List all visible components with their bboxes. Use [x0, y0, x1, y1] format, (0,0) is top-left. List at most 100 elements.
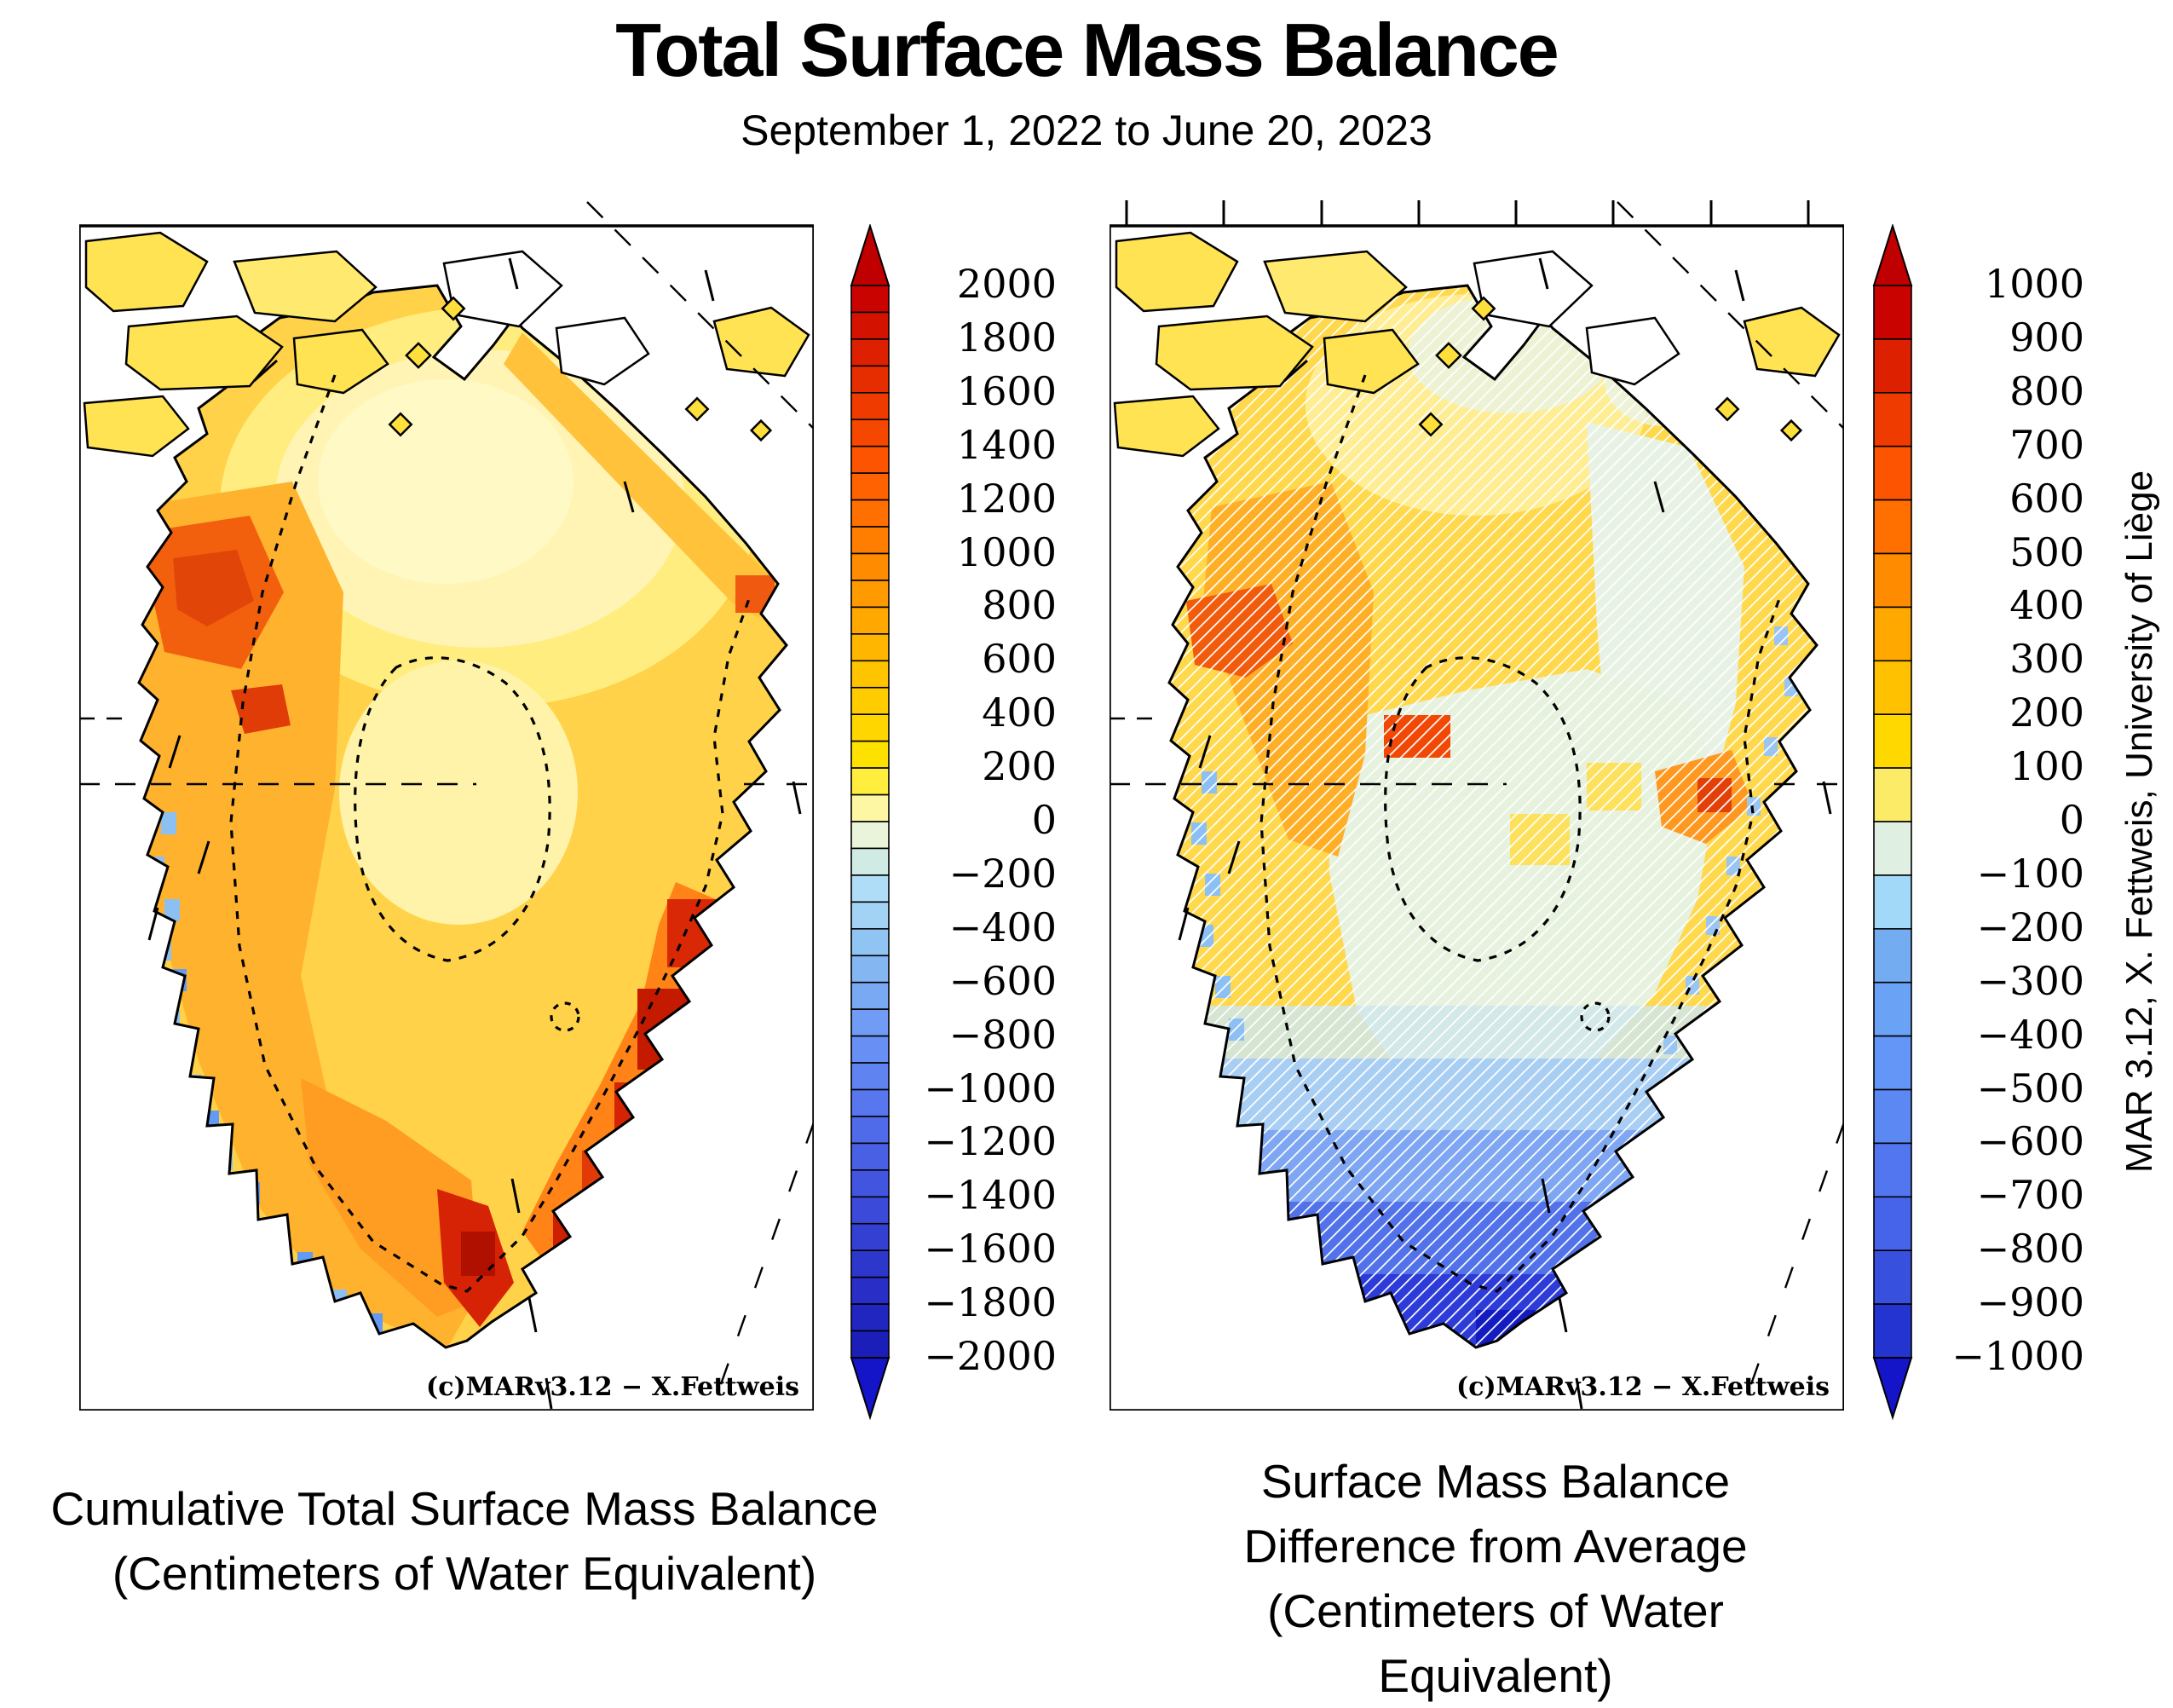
colorbar-segment — [850, 1035, 890, 1064]
colorbar-tick-label: 400 — [2009, 582, 2084, 629]
colorbar-segment — [1873, 606, 1912, 662]
colorbar-cumulative — [850, 224, 891, 1421]
colorbar-tick-label: −1000 — [1951, 1333, 2084, 1380]
colorbar-segment — [850, 1303, 890, 1332]
colorbar-segment — [850, 1142, 890, 1171]
map-frame — [79, 224, 814, 1411]
map-cumulative-smb: (c)MARv3.12 − X.Fettweis — [79, 200, 814, 1411]
caption-line: (Centimeters of Water Equivalent) — [1267, 1584, 1724, 1702]
colorbar-tick-label: −700 — [1976, 1172, 2084, 1219]
colorbar-tick-label: −1200 — [924, 1118, 1057, 1165]
colorbar-segment — [1873, 981, 1912, 1037]
colorbar-segment — [850, 981, 890, 1010]
colorbar-tick-label: −400 — [948, 903, 1057, 950]
colorbar-segment — [850, 1116, 890, 1145]
colorbar-tick-label: 1200 — [956, 475, 1057, 522]
colorbar-segment — [1873, 821, 1912, 876]
colorbar-tick-label: 800 — [982, 582, 1057, 629]
colorbar-tick-label: 1600 — [956, 367, 1057, 414]
colorbar-labels-anomaly: 1000 900 800 700 600 500 400 300 200 100 0 −100 −200… — [1917, 0, 2084, 1642]
colorbar-segment — [850, 874, 890, 903]
colorbar-anomaly — [1872, 224, 1913, 1421]
colorbar-segment — [850, 660, 890, 689]
colorbar-tick-label: 0 — [1031, 797, 1057, 844]
caption-anomaly: Surface Mass Balance Difference from Aver… — [1146, 1449, 1845, 1708]
colorbar-tick-label: 1400 — [956, 421, 1057, 468]
colorbar-tick-label: −1800 — [924, 1279, 1057, 1326]
colorbar-segment — [850, 418, 890, 447]
colorbar-tick-label: 1000 — [1984, 261, 2084, 308]
caption-line: (Centimeters of Water Equivalent) — [112, 1547, 817, 1600]
colorbar-segment — [850, 606, 890, 635]
colorbar-segment — [1873, 1303, 1912, 1359]
map-credit: (c)MARv3.12 − X.Fettweis — [426, 1372, 799, 1402]
colorbar-segment — [1873, 392, 1912, 447]
colorbar-tick-label: −900 — [1976, 1279, 2084, 1326]
colorbar-segment — [850, 740, 890, 769]
colorbar-tick-label: −200 — [948, 851, 1057, 897]
colorbar-tick-label: 2000 — [956, 261, 1057, 308]
colorbar-segment — [850, 552, 890, 581]
colorbar-tick-label: −600 — [948, 957, 1057, 1004]
caption-cumulative: Cumulative Total Surface Mass Balance (Ce… — [34, 1476, 895, 1606]
colorbar-segment — [850, 901, 890, 930]
colorbar-segment — [850, 445, 890, 474]
colorbar-segment — [850, 1249, 890, 1278]
colorbar-tick-label: 200 — [982, 743, 1057, 790]
colorbar-segment — [1873, 552, 1912, 609]
colorbar-tick-label: −100 — [1976, 851, 2084, 897]
colorbar-segment — [850, 285, 890, 314]
colorbar-segment — [850, 1330, 890, 1359]
colorbar-segment — [1873, 660, 1912, 715]
longitude-ticks — [1125, 200, 1810, 226]
colorbar-tick-label: −800 — [1976, 1226, 2084, 1272]
colorbar-segment — [850, 767, 890, 796]
map-credit: (c)MARv3.12 − X.Fettweis — [1456, 1372, 1830, 1402]
colorbar-segment — [850, 526, 890, 555]
colorbar-segment — [1873, 445, 1912, 501]
colorbar-segment — [1873, 713, 1912, 769]
colorbar-segment — [850, 1008, 890, 1037]
colorbar-tick-label: 1800 — [956, 314, 1057, 361]
colorbar-segment — [1873, 1249, 1912, 1305]
colorbar-segment — [850, 1276, 890, 1305]
colorbar-arrow-up — [1872, 224, 1913, 286]
colorbar-tick-label: 600 — [982, 636, 1057, 683]
caption-line: Cumulative Total Surface Mass Balance — [50, 1482, 879, 1535]
colorbar-tick-label: −300 — [1976, 957, 2084, 1004]
colorbar-segment — [850, 1196, 890, 1225]
colorbar-segment — [850, 1088, 890, 1117]
map-smb-anomaly: (c)MARv3.12 − X.Fettweis — [1110, 200, 1844, 1411]
side-credit-vertical: MAR 3.12, X. Fettweis, University of Liè… — [2118, 470, 2160, 1174]
colorbar-segment — [850, 365, 890, 394]
colorbar-segment — [850, 338, 890, 367]
colorbar-segment — [850, 1169, 890, 1198]
colorbar-segment — [1873, 499, 1912, 555]
colorbar-segment — [1873, 767, 1912, 822]
colorbar-tick-label: 900 — [2009, 314, 2084, 361]
caption-line: Difference from Average — [1243, 1520, 1748, 1572]
colorbar-tick-label: 200 — [2009, 690, 2084, 736]
colorbar-tick-label: 300 — [2009, 636, 2084, 683]
colorbar-tick-label: 700 — [2009, 421, 2084, 468]
colorbar-tick-label: −1400 — [924, 1172, 1057, 1219]
colorbar-segment — [850, 633, 890, 662]
colorbar-tick-label: −600 — [1976, 1118, 2084, 1165]
colorbar-segment — [850, 499, 890, 528]
colorbar-segment — [850, 311, 890, 340]
colorbar-labels-cumulative: 2000 1800 1600 1400 1200 1000 800 600 400 200 0 −20… — [895, 0, 1057, 1642]
colorbar-segment — [850, 955, 890, 984]
colorbar-segment — [850, 392, 890, 421]
colorbar-arrow-down — [850, 1357, 891, 1421]
colorbar-segment — [1873, 1035, 1912, 1091]
colorbar-segment — [1873, 1088, 1912, 1145]
colorbar-tick-label: 600 — [2009, 475, 2084, 522]
colorbar-tick-label: −200 — [1976, 903, 2084, 950]
colorbar-tick-label: 1000 — [956, 528, 1057, 575]
colorbar-segment — [850, 927, 890, 957]
colorbar-segment — [1873, 927, 1912, 984]
caption-line: Surface Mass Balance — [1260, 1455, 1731, 1508]
colorbar-segment — [850, 713, 890, 742]
colorbar-tick-label: −1600 — [924, 1226, 1057, 1272]
colorbar-arrow-down — [1872, 1357, 1913, 1421]
